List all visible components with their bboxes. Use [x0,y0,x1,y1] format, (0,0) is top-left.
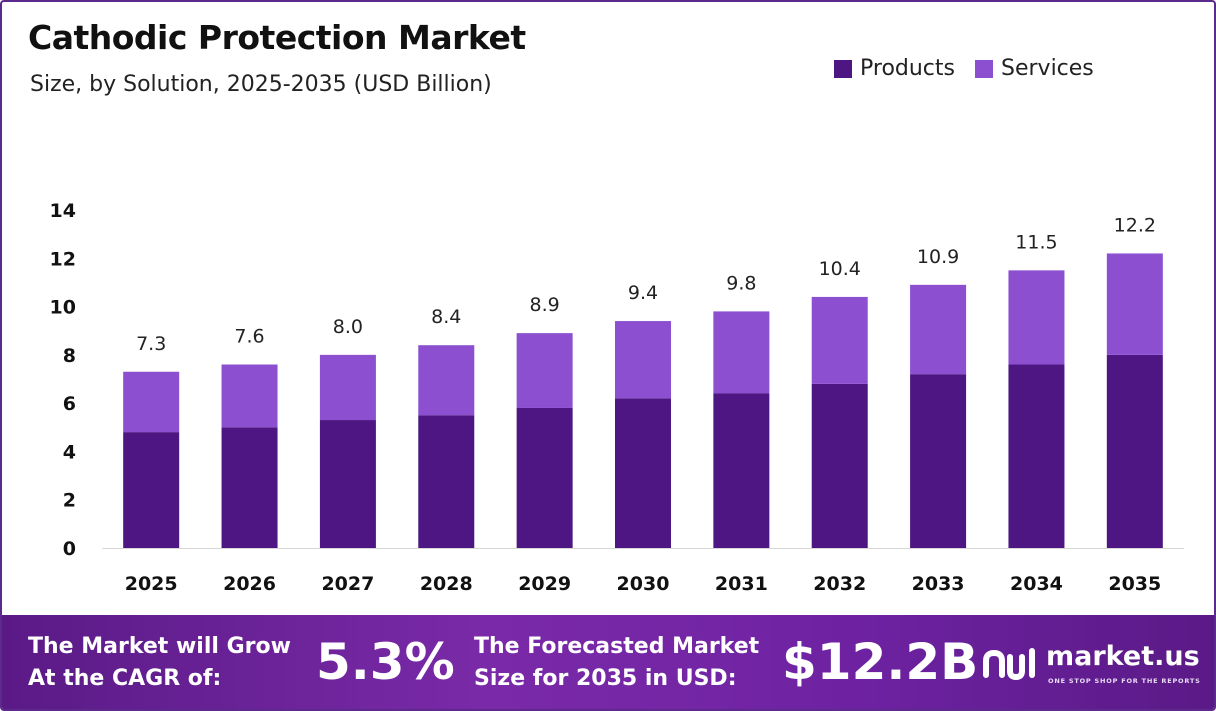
data-label-2027: 8.0 [333,316,363,338]
chart-title: Cathodic Protection Market [28,18,526,57]
x-tick-label-2028: 2028 [420,573,473,595]
legend-label-products: Products [860,56,955,81]
bar-services-2033 [910,284,967,375]
data-label-2033: 10.9 [917,246,959,268]
data-label-2034: 11.5 [1015,231,1057,253]
x-tick-label-2034: 2034 [1010,573,1063,595]
bar-services-2027 [319,354,376,421]
x-tick-label-2030: 2030 [617,573,670,595]
data-label-2030: 9.4 [628,282,658,304]
bar-services-2030 [615,321,671,399]
y-tick-label: 12 [50,248,76,270]
bar-products-2034 [1008,364,1065,548]
data-label-2032: 10.4 [819,258,861,280]
legend-item-services: Services [975,56,1094,81]
bar-products-2027 [319,420,376,548]
bar-products-2030 [615,398,671,548]
legend-label-services: Services [1001,56,1094,81]
cagr-label-line2: At the CAGR of: [28,666,222,691]
bar-services-2035 [1106,253,1163,355]
bar-products-2025 [123,432,180,548]
bar-products-2035 [1106,354,1163,548]
legend-swatch-services [975,59,993,78]
bar-products-2032 [811,383,868,548]
footer-banner: The Market will Grow At the CAGR of: 5.3… [2,615,1214,709]
forecast-value: $12.2B [782,633,979,691]
x-tick-label-2035: 2035 [1108,573,1161,595]
bar-services-2031 [713,311,770,394]
y-tick-label: 4 [63,441,76,463]
legend-swatch-products [834,59,852,78]
bar-products-2029 [516,407,573,548]
data-label-2029: 8.9 [530,294,560,316]
chart-subtitle: Size, by Solution, 2025-2035 (USD Billio… [30,72,492,97]
y-tick-label: 8 [63,345,76,367]
forecast-label: The Forecasted Market Size for 2035 in U… [474,631,759,695]
bar-services-2025 [123,371,180,433]
brand-tagline: ONE STOP SHOP FOR THE REPORTS [1048,677,1201,685]
data-label-2025: 7.3 [136,333,166,355]
y-tick-label: 2 [63,490,76,512]
legend-item-products: Products [834,56,955,81]
bar-chart: 0 2 4 6 8 10 12 14 7.3 2025 7.6 2026 8.0 2027 8.4 2028 8… [50,200,1184,595]
forecast-label-line1: The Forecasted Market [474,634,760,659]
bar-services-2029 [516,333,573,408]
y-tick-label: 0 [63,538,76,560]
market-us-logo-icon [983,648,1035,681]
bar-services-2026 [221,364,278,428]
bar-services-2032 [811,296,868,384]
x-tick-label-2025: 2025 [125,573,178,595]
bar-products-2031 [713,393,770,548]
x-tick-label-2033: 2033 [912,573,965,595]
x-tick-label-2027: 2027 [321,573,374,595]
data-label-2031: 9.8 [726,272,756,294]
x-tick-label-2026: 2026 [223,573,276,595]
data-label-2035: 12.2 [1114,214,1156,236]
y-tick-label: 6 [63,393,76,415]
bar-services-2028 [418,345,475,416]
x-tick-label-2029: 2029 [518,573,571,595]
cagr-label-line1: The Market will Grow [28,634,291,659]
cagr-label: The Market will Grow At the CAGR of: [28,631,291,695]
bar-products-2026 [221,427,278,548]
y-tick-label: 10 [50,297,76,319]
bar-products-2028 [418,415,475,548]
chart-legend: Products Services [834,56,1094,81]
y-tick-label: 14 [50,200,76,222]
forecast-label-line2: Size for 2035 in USD: [474,666,737,691]
data-label-2026: 7.6 [234,326,264,348]
bar-products-2033 [910,374,967,548]
bar-services-2034 [1008,270,1065,365]
x-tick-label-2031: 2031 [715,573,768,595]
cagr-value: 5.3% [316,633,455,691]
x-tick-label-2032: 2032 [813,573,866,595]
data-label-2028: 8.4 [431,306,461,328]
brand-name: market.us [1046,641,1200,672]
